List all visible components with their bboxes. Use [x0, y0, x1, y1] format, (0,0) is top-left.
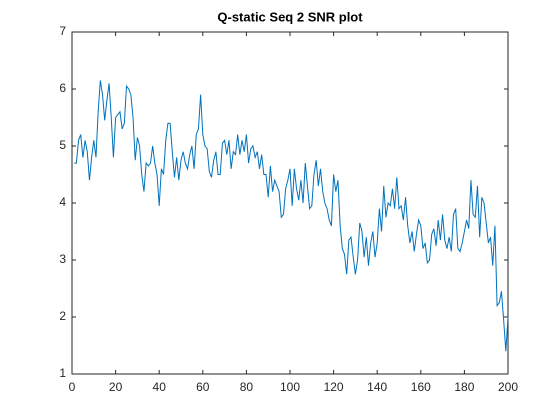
- y-tick-label: 4: [59, 195, 66, 209]
- x-tick-label: 120: [324, 380, 344, 394]
- chart-title: Q-static Seq 2 SNR plot: [217, 9, 363, 24]
- x-tick-label: 0: [69, 380, 76, 394]
- x-tick-label: 180: [454, 380, 474, 394]
- y-tick-label: 5: [59, 138, 66, 152]
- x-tick-label: 60: [196, 380, 210, 394]
- y-tick-label: 3: [59, 252, 66, 266]
- x-tick-label: 40: [153, 380, 167, 394]
- x-tick-label: 20: [109, 380, 123, 394]
- data-line: [74, 80, 509, 352]
- x-tick-label: 80: [240, 380, 254, 394]
- y-tick-label: 6: [59, 81, 66, 95]
- x-tick-label: 200: [498, 380, 518, 394]
- axes-box: [71, 31, 509, 375]
- y-tick-label: 1: [59, 366, 66, 380]
- y-tick-label: 7: [59, 24, 66, 38]
- y-tick-label: 2: [59, 309, 66, 323]
- x-tick-label: 140: [367, 380, 387, 394]
- x-tick-label: 100: [280, 380, 300, 394]
- x-tick-label: 160: [411, 380, 431, 394]
